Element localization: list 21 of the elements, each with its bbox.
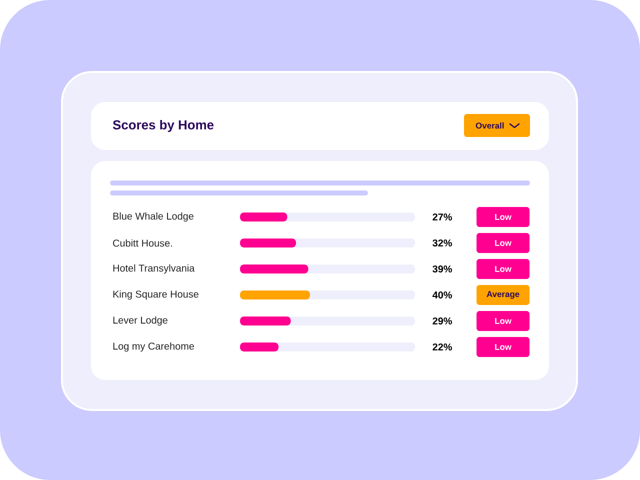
text: Low <box>495 240 512 246</box>
text: Low <box>495 318 512 324</box>
bar <box>240 342 279 352</box>
y-tick-label: King Square House <box>113 290 198 300</box>
text: Low <box>495 266 512 272</box>
data-label: 40% <box>432 291 452 299</box>
data-label: 27% <box>432 213 452 221</box>
data-label: 32% <box>432 239 452 247</box>
text: Overall <box>476 122 504 129</box>
data-label: 22% <box>432 343 452 351</box>
text: Average <box>486 291 520 299</box>
text: Low <box>495 214 512 220</box>
text: Low <box>495 344 512 350</box>
data-label: 29% <box>432 317 452 325</box>
y-tick-label: Lever Lodge <box>113 316 168 326</box>
y-tick-label: Hotel Transylvania <box>113 264 195 274</box>
data-label: 39% <box>432 265 452 273</box>
y-tick-label: Blue Whale Lodge <box>113 212 194 222</box>
chart-title: Scores by Home <box>112 120 214 132</box>
y-tick-label: Cubitt House. <box>113 239 172 247</box>
y-tick-label: Log my Carehome <box>113 342 194 352</box>
